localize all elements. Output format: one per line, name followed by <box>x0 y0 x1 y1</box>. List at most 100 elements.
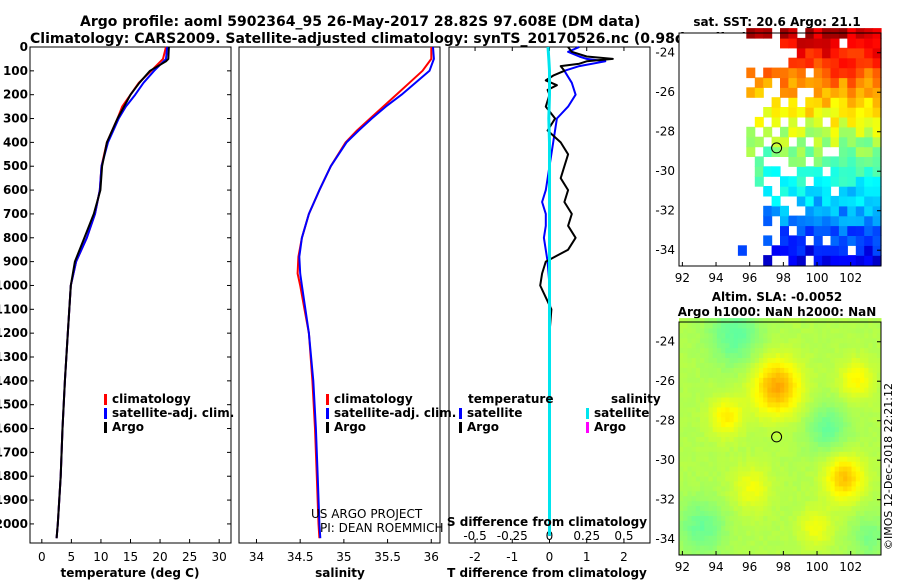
sla-cell <box>691 416 697 423</box>
sla-cell <box>868 490 874 497</box>
sla-cell <box>771 550 777 556</box>
sla-cell <box>876 525 882 531</box>
sla-cell <box>679 411 684 418</box>
sla-cell <box>817 520 823 526</box>
sst-cell <box>813 107 823 118</box>
sla-cell <box>767 416 773 423</box>
sla-cell <box>687 421 693 428</box>
sla-cell <box>834 372 840 378</box>
sla-cell <box>729 362 735 368</box>
sla-cell <box>721 461 726 467</box>
sla-cell <box>683 377 688 383</box>
sla-cell <box>737 421 743 428</box>
sla-cell <box>683 436 688 442</box>
sla-cell <box>788 352 794 358</box>
sla-cell <box>737 411 743 418</box>
sla-cell <box>813 402 819 408</box>
sla-cell <box>725 545 730 551</box>
sla-cell <box>834 461 840 467</box>
sla-cell <box>754 461 760 467</box>
sla-cell <box>716 332 722 339</box>
sla-cell <box>733 397 739 403</box>
sla-cell <box>780 500 785 507</box>
sla-cell <box>872 476 878 482</box>
sla-cell <box>843 485 848 492</box>
sla-cell <box>801 426 806 433</box>
sla-cell <box>737 550 743 556</box>
sla-cell <box>767 421 773 428</box>
sla-cell <box>716 490 722 497</box>
sla-cell <box>708 545 714 551</box>
sla-cell <box>775 382 781 388</box>
sla-cell <box>872 347 878 354</box>
sst-cell <box>746 87 756 98</box>
sla-cell <box>712 337 718 344</box>
sla-cell <box>792 456 798 462</box>
sla-cell <box>763 367 768 373</box>
sla-cell <box>733 411 739 418</box>
sla-cell <box>809 337 815 344</box>
sla-cell <box>813 471 819 477</box>
sla-cell <box>695 357 701 363</box>
sla-cell <box>855 495 861 502</box>
sla-cell <box>834 377 840 383</box>
sla-cell <box>838 471 844 477</box>
sla-cell <box>737 332 743 339</box>
sla-cell <box>687 545 693 551</box>
sla-cell <box>817 535 823 541</box>
sla-cell <box>700 387 705 393</box>
sla-cell <box>759 451 764 457</box>
sla-cell <box>851 520 857 526</box>
sla-cell <box>721 318 726 324</box>
sla-cell <box>838 327 844 334</box>
sla-cell <box>851 456 857 462</box>
sla-cell <box>733 402 739 408</box>
sla-cell <box>830 466 836 472</box>
sla-cell <box>746 485 751 492</box>
sla-cell <box>725 481 730 487</box>
sla-cell <box>700 318 705 324</box>
sla-cell <box>754 456 760 462</box>
sst-map-cells <box>737 28 882 266</box>
sst-cell <box>864 166 874 177</box>
sla-cell <box>801 323 806 329</box>
sla-cell <box>817 476 823 482</box>
sst-cell <box>763 235 773 246</box>
sla-cell <box>784 461 789 467</box>
sst-cell <box>830 156 840 167</box>
sla-cell <box>822 426 827 433</box>
sla-cell <box>838 525 844 531</box>
sla-cell <box>788 397 794 403</box>
sla-cell <box>679 397 684 403</box>
sla-cell <box>729 431 735 437</box>
sla-cell <box>759 500 764 507</box>
sla-cell <box>746 332 751 339</box>
sla-cell <box>868 466 874 472</box>
sla-cell <box>742 402 747 408</box>
sla-cell <box>708 505 714 511</box>
sla-cell <box>708 347 714 354</box>
sla-cell <box>704 397 709 403</box>
sla-cell <box>851 535 857 541</box>
sst-cell <box>864 215 874 227</box>
sla-cell <box>826 495 831 502</box>
sla-cell <box>750 476 756 482</box>
sla-cell <box>716 352 722 358</box>
map-y-tick-label: -24 <box>655 335 675 349</box>
sla-cell <box>801 535 806 541</box>
sla-cell <box>733 481 739 487</box>
sla-cell <box>822 431 827 437</box>
sla-cell <box>826 476 831 482</box>
sla-cell <box>759 476 764 482</box>
sla-cell <box>855 397 861 403</box>
sla-cell <box>809 367 815 373</box>
sla-cell <box>695 323 701 329</box>
sst-cell <box>855 37 865 49</box>
sla-cell <box>826 367 831 373</box>
sla-cell <box>822 342 827 349</box>
sst-cell <box>813 215 823 227</box>
sla-cell <box>809 495 815 502</box>
sla-cell <box>704 481 709 487</box>
sla-cell <box>864 411 869 418</box>
sla-cell <box>834 411 840 418</box>
